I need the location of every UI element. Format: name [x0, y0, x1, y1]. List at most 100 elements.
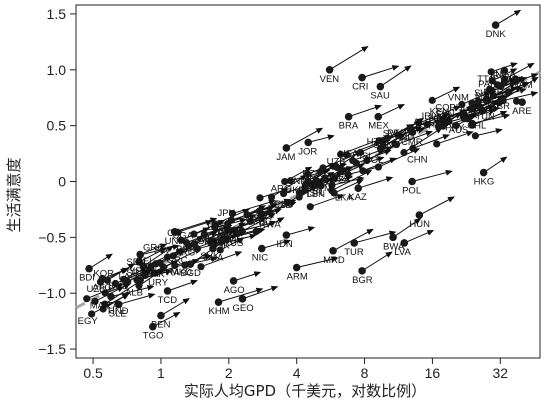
- y-tick-label: 1.0: [47, 62, 67, 78]
- country-label: KGZ: [246, 213, 266, 224]
- country-point: [151, 269, 159, 277]
- country-arrow-geo: [242, 285, 279, 300]
- country-label: SLV: [153, 245, 171, 256]
- y-tick-label: −1.5: [38, 341, 66, 357]
- country-label: GBR: [489, 101, 510, 112]
- country-point: [88, 310, 96, 318]
- country-point: [356, 148, 365, 156]
- country-point: [445, 117, 453, 125]
- country-point: [295, 193, 303, 201]
- country-arrow: [418, 105, 462, 124]
- country-point: [434, 123, 443, 131]
- country-label: RUS: [223, 238, 243, 249]
- country-label: CZE: [273, 200, 292, 211]
- country-point-bgd: [186, 260, 195, 268]
- country-label: TTO: [477, 74, 496, 85]
- country-label: ARG: [175, 248, 196, 259]
- country-arrow: [499, 76, 539, 103]
- x-tick-label: 1: [157, 365, 165, 381]
- country-point: [391, 140, 399, 148]
- country-arrow-arm: [296, 256, 339, 269]
- country-point-arm: [292, 263, 301, 272]
- country-arrow-bra: [348, 104, 382, 118]
- country-arrow: [271, 174, 308, 198]
- country-arrow: [491, 77, 528, 92]
- country-label: CMR: [401, 137, 423, 148]
- country-point: [181, 261, 189, 269]
- country-arrow-mex: [378, 104, 405, 118]
- country-label-mex: MEX: [368, 121, 389, 132]
- country-label: PHL: [275, 199, 293, 210]
- country-point: [500, 78, 508, 86]
- country-label: RWA: [259, 220, 281, 231]
- country-arrow: [220, 237, 245, 251]
- country-label-bgr: BGR: [352, 275, 373, 286]
- country-point-pol: [408, 177, 416, 186]
- country-point-tur: [350, 239, 359, 247]
- country-label: PAK: [146, 269, 165, 280]
- y-tick-label: −0.5: [38, 229, 66, 245]
- country-label: MDA: [504, 74, 526, 85]
- country-label: ESP: [416, 120, 435, 131]
- country-point: [99, 305, 107, 313]
- country-arrow: [436, 130, 474, 145]
- country-arrow-ago: [233, 271, 262, 282]
- country-label-tza: TZA: [101, 301, 120, 312]
- country-point: [383, 134, 391, 142]
- country-arrow-lva: [404, 230, 435, 244]
- country-label-lbn: LBN: [307, 189, 326, 200]
- country-label: SDN: [373, 140, 393, 151]
- country-point-idn: [282, 231, 291, 239]
- country-point: [135, 282, 143, 290]
- x-tick-label: 16: [425, 365, 441, 381]
- country-point: [343, 151, 351, 159]
- country-point: [363, 156, 371, 165]
- country-point-yem: [135, 258, 143, 266]
- country-arrow: [320, 175, 353, 187]
- country-point: [119, 275, 128, 283]
- country-label: TUN: [475, 111, 495, 122]
- y-tick-label: 1.5: [47, 6, 67, 22]
- country-point-bdi: [85, 264, 93, 273]
- country-arrow: [193, 219, 226, 235]
- country-point-sau: [376, 82, 385, 91]
- country-label: CHN: [467, 104, 488, 115]
- country-point: [281, 177, 289, 186]
- x-axis: 0.5 1 2 4 8 16 32: [83, 358, 508, 381]
- country-point: [152, 260, 160, 268]
- country-point: [512, 77, 520, 85]
- country-arrow: [200, 251, 243, 268]
- country-arrow: [143, 249, 184, 268]
- country-point: [279, 189, 288, 198]
- country-arrow: [331, 176, 365, 186]
- country-label: AZE: [335, 173, 353, 184]
- country-arrow-sle: [118, 292, 156, 305]
- y-tick-label: −1.0: [38, 285, 66, 301]
- country-label: SEN: [126, 257, 146, 268]
- country-point: [83, 295, 91, 303]
- country-arrow: [503, 91, 539, 102]
- country-label: AZE: [214, 229, 232, 240]
- country-arrow-nic: [261, 239, 292, 250]
- country-label-unk: UNK: [165, 236, 186, 247]
- country-label: MDG: [250, 217, 272, 228]
- country-label: TUN: [224, 236, 244, 247]
- country-point-cri: [358, 73, 366, 82]
- country-point-geo: [238, 294, 247, 303]
- country-point: [500, 66, 509, 74]
- country-arrow: [232, 199, 276, 215]
- country-arrow: [461, 91, 491, 105]
- country-label: MDA: [475, 91, 497, 102]
- country-arrow-sau: [380, 65, 412, 87]
- country-arrow-hkg: [483, 156, 508, 173]
- y-tick-label: 0.5: [47, 118, 67, 134]
- country-point: [136, 250, 144, 258]
- country-label-ben: BEN: [151, 320, 171, 331]
- country-label: VNM: [430, 112, 451, 123]
- country-arrow-bwa: [392, 218, 422, 238]
- country-label-hkg: HKG: [474, 177, 495, 188]
- country-label: RUS: [108, 281, 128, 292]
- country-point-are: [518, 98, 526, 106]
- country-label: SRB: [140, 268, 160, 279]
- country-label: JPN: [217, 208, 235, 219]
